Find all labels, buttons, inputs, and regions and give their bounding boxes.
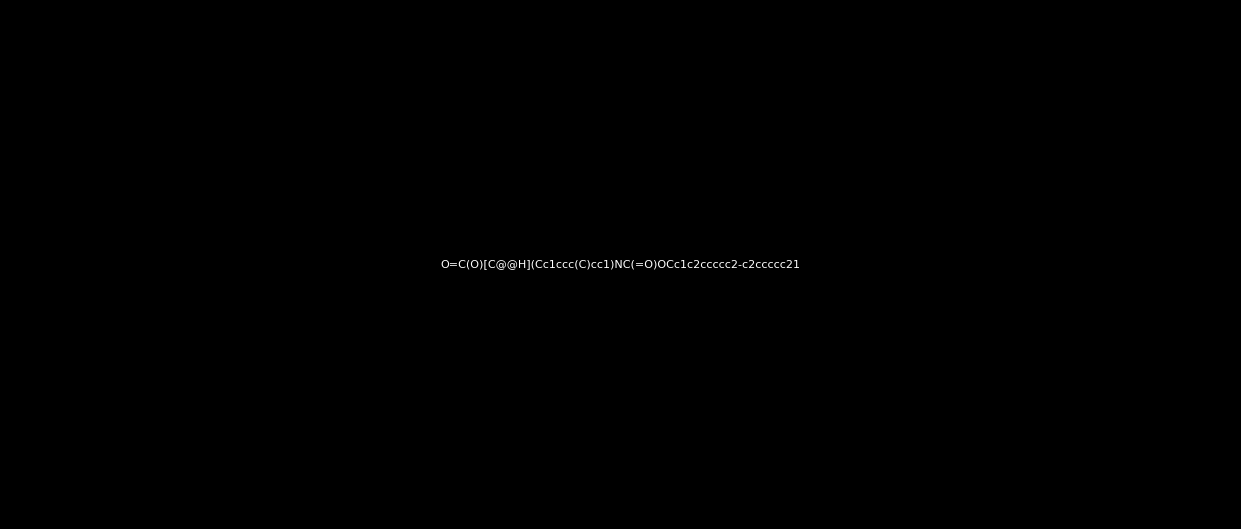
Text: O=C(O)[C@@H](Cc1ccc(C)cc1)NC(=O)OCc1c2ccccc2-c2ccccc21: O=C(O)[C@@H](Cc1ccc(C)cc1)NC(=O)OCc1c2cc… xyxy=(441,260,800,269)
